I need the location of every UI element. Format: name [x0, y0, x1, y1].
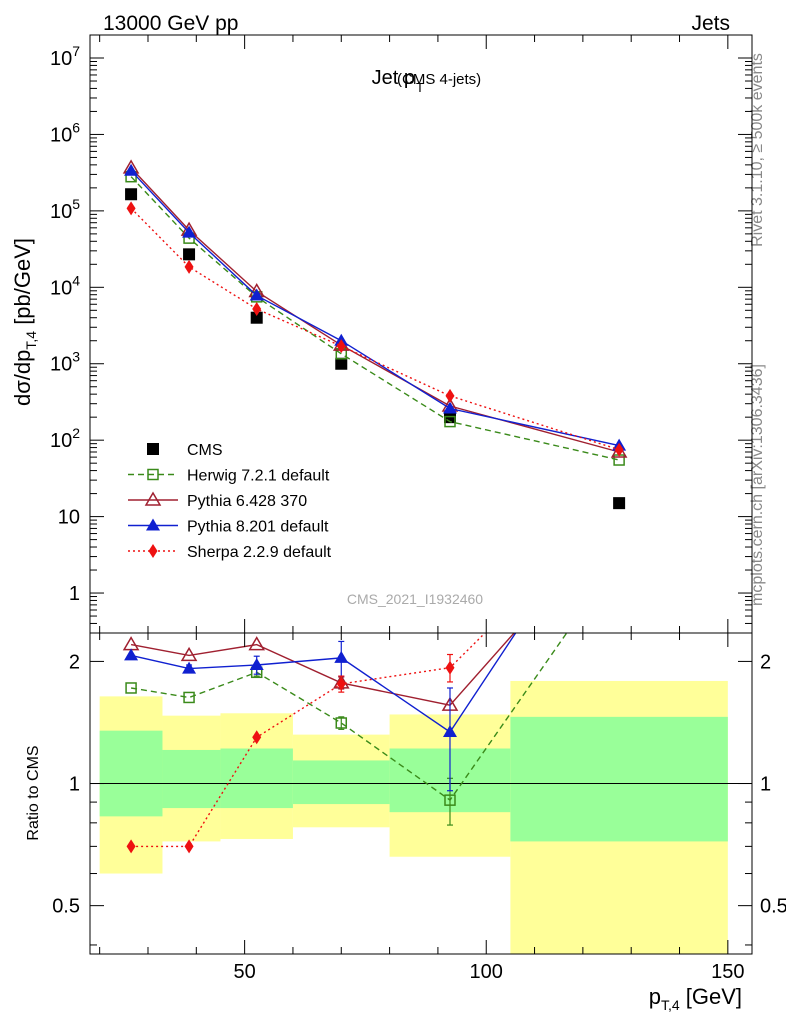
main-point-pythia8 — [442, 401, 457, 414]
x-tick-label: 50 — [234, 961, 256, 983]
main-ytick-label: 10 — [58, 507, 80, 529]
main-ytick-label: 104 — [50, 272, 80, 299]
ratio-ytick-label-right: 2 — [760, 651, 771, 673]
x-axis-label: pT,4 [GeV] — [649, 984, 742, 1013]
main-title-note: (CMS 4-jets) — [397, 71, 481, 88]
ratio-point-herwig — [614, 553, 624, 563]
ratio-line-pythia6 — [130, 633, 516, 706]
ratio-point-pythia6 — [180, 646, 198, 662]
ratio-band-inner — [220, 748, 293, 809]
ratio-line-pythia8 — [130, 633, 517, 733]
ratio-point-herwig — [335, 717, 348, 729]
ratio-point-herwig — [125, 682, 137, 694]
main-point-herwig — [444, 415, 456, 428]
main-ytick-label: 106 — [50, 119, 80, 146]
main-line-pythia6 — [130, 167, 620, 453]
main-panel: 1 10 102 103 104 105 106 107 Jet p T (CMS 4-jet… — [10, 34, 753, 634]
main-point-sherpa — [252, 302, 262, 317]
legend-marker-pythia8 — [146, 518, 160, 531]
main-ylabel: dσ/dpT,4 [pb/GeV] — [10, 238, 39, 406]
ratio-point-pythia8 — [124, 648, 139, 661]
main-title: Jet p — [372, 67, 415, 89]
ratio-point-sherpa — [184, 839, 194, 854]
legend-label-sherpa: Sherpa 2.2.9 default — [187, 544, 332, 561]
main-line-pythia8 — [130, 170, 620, 447]
legend-label-herwig: Herwig 7.2.1 default — [187, 468, 330, 485]
x-tick-label: 150 — [711, 961, 744, 983]
main-point-cms — [335, 357, 348, 370]
ratio-frame — [89, 632, 753, 955]
ratio-point-sherpa — [445, 660, 455, 675]
ratio-point-sherpa — [336, 676, 346, 691]
main-title-subscript: T — [416, 80, 424, 95]
main-point-pythia8 — [249, 288, 264, 301]
main-point-pythia8 — [182, 225, 197, 238]
legend-marker-sherpa — [148, 544, 158, 558]
main-point-pythia8 — [124, 163, 139, 176]
legend-label-cms: CMS — [187, 442, 223, 459]
main-point-sherpa — [445, 388, 455, 403]
legend-marker-herwig — [147, 468, 159, 481]
ratio-ytick-label: 2 — [69, 651, 80, 673]
main-point-sherpa — [184, 259, 194, 274]
ratio-point-pythia6 — [122, 636, 140, 651]
main-ytick-label: 103 — [50, 349, 80, 376]
rivet-version-label: Rivet 3.1.10, ≥ 500k events — [749, 53, 766, 247]
main-point-cms — [613, 497, 626, 510]
ratio-band-inner — [162, 749, 221, 809]
ratio-band-inner — [292, 760, 390, 805]
ratio-band-inner — [510, 716, 728, 842]
legend-marker-cms — [147, 443, 159, 455]
main-point-cms — [125, 188, 138, 201]
main-ytick-label: 102 — [50, 425, 80, 452]
ratio-ytick-label-right: 1 — [760, 774, 771, 796]
header-right: Jets — [691, 12, 730, 35]
ratio-point-pythia8 — [442, 724, 457, 737]
ratio-point-pythia8 — [334, 650, 349, 663]
legend: CMS Herwig 7.2.1 default Pythia 6.428 370 P… — [128, 442, 332, 561]
main-ytick-label: 1 — [69, 583, 80, 605]
main-point-sherpa — [614, 442, 624, 457]
ratio-point-pythia8 — [249, 657, 264, 670]
mcplots-source-label: mcplots.cern.ch [arXiv:1306.3436] — [749, 364, 766, 606]
x-tick-label: 100 — [470, 961, 503, 983]
legend-label-pythia8: Pythia 8.201 default — [187, 519, 329, 536]
ratio-point-sherpa — [126, 839, 136, 854]
ratio-line-herwig — [130, 633, 568, 802]
ratio-line-sherpa — [131, 633, 486, 848]
ratio-point-herwig — [444, 794, 456, 806]
legend-label-pythia6: Pythia 6.428 370 — [187, 493, 307, 510]
main-ytick-label: 105 — [50, 196, 80, 223]
ratio-point-pythia8 — [612, 470, 626, 482]
main-line-herwig — [130, 176, 620, 461]
ratio-point-sherpa — [252, 730, 262, 745]
ratio-point-pythia6 — [248, 636, 266, 651]
main-point-sherpa — [336, 339, 346, 354]
ratio-point-pythia6 — [612, 508, 626, 520]
ratio-point-herwig — [183, 691, 195, 704]
ratio-ytick-label: 1 — [69, 774, 80, 796]
ratio-ylabel: Ratio to CMS — [25, 745, 42, 840]
header-left: 13000 GeV pp — [103, 12, 238, 35]
main-ytick-label: 107 — [50, 43, 80, 70]
main-point-sherpa — [126, 201, 136, 216]
ratio-ytick-label: 0.5 — [52, 896, 80, 918]
ratio-panel: 0.5 0.5 1 1 2 2 50 100 150 Ratio to CMS pT,4 [Ge… — [25, 470, 786, 1013]
legend-marker-pythia6 — [144, 491, 162, 506]
ratio-ytick-label-right: 0.5 — [760, 896, 786, 918]
main-point-cms — [250, 311, 263, 324]
main-point-cms — [183, 248, 196, 261]
ratio-band-inner — [99, 730, 163, 817]
ratio-point-pythia8 — [182, 661, 197, 674]
analysis-id: CMS_2021_I1932460 — [347, 591, 483, 607]
